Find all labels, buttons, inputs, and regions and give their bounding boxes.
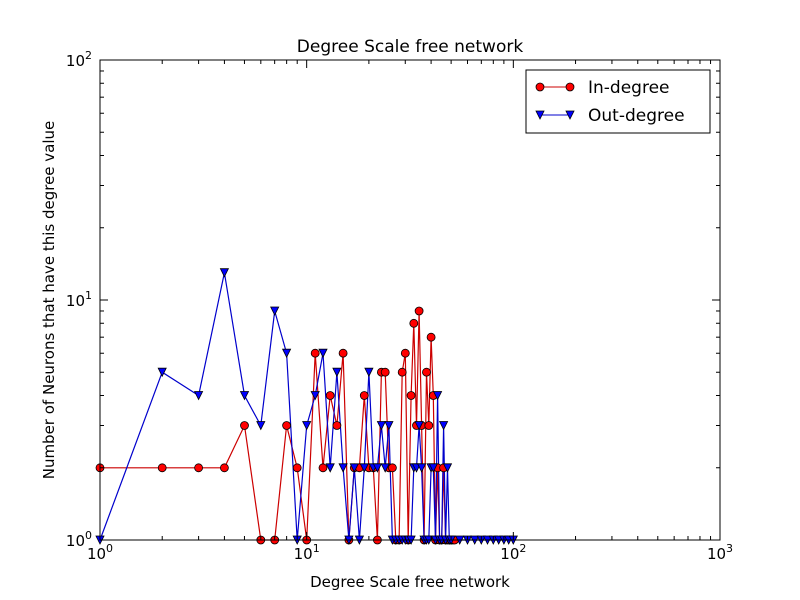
out-degree-point (359, 463, 369, 473)
out-degree-point (332, 367, 342, 378)
out-degree-point (256, 421, 266, 431)
in-degree-point (380, 367, 390, 377)
out-degree-point (364, 367, 374, 378)
out-degree-point (325, 463, 335, 473)
chart-title: Degree Scale free network (297, 37, 524, 57)
out-degree-point (157, 367, 167, 378)
in-degree-point (422, 367, 431, 377)
legend-out-degree-marker-end (565, 110, 575, 120)
out-degree-point (338, 463, 348, 473)
y-tick-label: 100 (66, 529, 92, 550)
x-axis-label: Degree Scale free network (310, 573, 510, 591)
in-degree-point (194, 463, 204, 473)
out-degree-point (414, 421, 424, 431)
y-tick-label: 101 (66, 289, 92, 310)
y-tick-label: 102 (66, 49, 92, 70)
out-degree-point (349, 463, 359, 473)
in-degree-point (332, 421, 342, 430)
in-degree-point (414, 306, 424, 316)
out-degree-point (432, 391, 443, 401)
out-degree-point (416, 463, 427, 473)
out-degree-point (270, 306, 280, 316)
legend-out-degree-label: Out-degree (588, 106, 685, 126)
in-degree-point (426, 332, 436, 342)
in-degree-point (397, 367, 407, 377)
out-degree-point (239, 391, 250, 401)
legend-out-degree-marker-start (535, 110, 545, 120)
out-degree-point (219, 268, 230, 278)
y-axis-label: Number of Neurons that have this degree … (40, 121, 58, 480)
legend-box (525, 69, 711, 134)
out-degree-point (281, 348, 292, 359)
in-degree-point (387, 463, 397, 473)
legend-in-degree-marker-start (535, 82, 545, 92)
in-degree-point (338, 348, 348, 358)
out-degree-point (428, 463, 438, 473)
out-degree-point (302, 421, 312, 431)
out-degree-point (372, 463, 383, 473)
in-degree-point (219, 463, 229, 473)
x-tick-label: 102 (500, 542, 526, 563)
x-tick-label: 103 (707, 542, 733, 563)
out-degree-point (310, 391, 320, 401)
out-degree-point (438, 421, 449, 431)
out-degree-point (380, 463, 390, 473)
out-degree-point (318, 348, 328, 359)
in-degree-point (318, 463, 328, 473)
legend-in-degree-label: In-degree (588, 78, 670, 98)
in-degree-point (424, 421, 434, 430)
in-degree-point (406, 391, 416, 400)
legend: In-degree Out-degree (525, 69, 711, 134)
in-degree-point (325, 391, 335, 400)
out-degree-point (376, 421, 387, 431)
x-tick-label: 100 (87, 542, 113, 563)
in-degree-point (310, 348, 320, 358)
out-degree-point (384, 421, 394, 431)
in-degree-point (292, 463, 302, 473)
legend-in-degree-marker-end (565, 82, 575, 92)
tick-layer: 100 101 102 103 100 101 102 (66, 49, 733, 563)
out-degree-point (442, 463, 453, 473)
in-degree-point (359, 391, 369, 400)
in-degree-point (157, 463, 167, 473)
in-degree-point (282, 421, 292, 430)
in-degree-point (409, 318, 419, 328)
in-degree-point (400, 348, 410, 358)
out-degree-point (193, 391, 204, 401)
x-tick-label: 101 (294, 542, 320, 563)
in-degree-point (240, 421, 249, 430)
